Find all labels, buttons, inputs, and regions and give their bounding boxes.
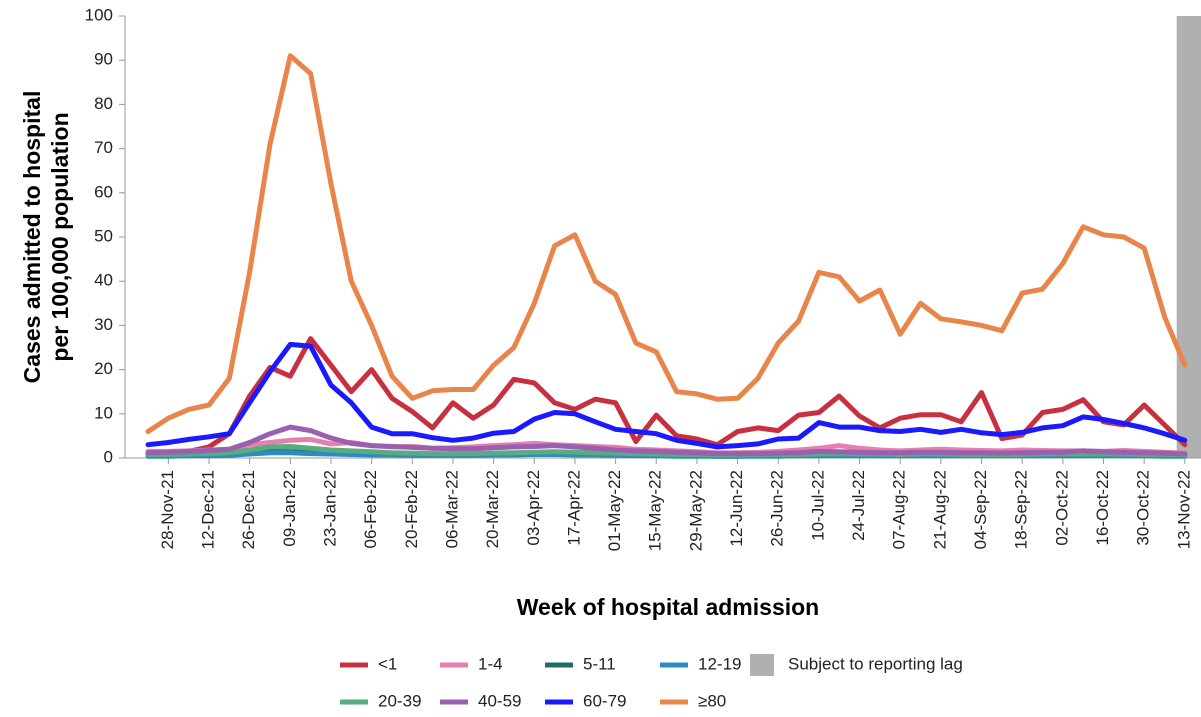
legend-label: 1-4	[478, 654, 503, 673]
legend-label: Subject to reporting lag	[788, 654, 963, 673]
x-tick-label: 04-Sep-22	[971, 470, 990, 549]
x-tick-label: 15-May-22	[646, 470, 665, 551]
x-tick-label: 09-Jan-22	[280, 470, 299, 547]
legend-label: <1	[378, 654, 397, 673]
legend-label: 5-11	[583, 654, 616, 673]
x-tick-label: 24-Jul-22	[849, 470, 868, 541]
series-line	[145, 341, 1188, 450]
x-tick-label: 06-Mar-22	[442, 470, 461, 548]
x-tick-label: 16-Oct-22	[1093, 470, 1112, 546]
x-tick-label: 18-Sep-22	[1012, 470, 1031, 549]
y-tick-label: 40	[94, 271, 113, 290]
y-tick-label: 20	[94, 359, 113, 378]
y-axis-title: per 100,000 population	[47, 112, 73, 361]
x-tick-label: 26-Jun-22	[768, 470, 787, 547]
series-line	[145, 336, 1188, 457]
x-axis-title: Week of hospital admission	[517, 594, 819, 620]
y-tick-label: 50	[94, 226, 113, 245]
y-tick-label: 70	[94, 138, 113, 157]
y-tick-label: 80	[94, 94, 113, 113]
legend-label: 60-79	[583, 691, 626, 710]
x-tick-label: 06-Feb-22	[361, 470, 380, 548]
y-tick-label: 10	[94, 403, 113, 422]
y-tick-label: 0	[104, 447, 113, 466]
x-tick-label: 07-Aug-22	[890, 470, 909, 549]
reporting-lag-band	[1176, 16, 1201, 458]
x-tick-label: 20-Feb-22	[402, 470, 421, 548]
y-axis-title: Cases admitted to hospital	[19, 91, 45, 384]
x-tick-label: 13-Nov-22	[1174, 470, 1193, 549]
y-tick-label: 30	[94, 315, 113, 334]
x-tick-label: 20-Mar-22	[483, 470, 502, 548]
x-tick-label: 28-Nov-21	[158, 470, 177, 549]
x-tick-label: 17-Apr-22	[564, 470, 583, 546]
x-tick-label: 29-May-22	[686, 470, 705, 551]
x-tick-label: 01-May-22	[605, 470, 624, 551]
series-line	[145, 424, 1188, 457]
legend-label: 40-59	[478, 691, 521, 710]
y-tick-label: 90	[94, 50, 113, 69]
x-tick-label: 10-Jul-22	[808, 470, 827, 541]
x-tick-label: 12-Jun-22	[727, 470, 746, 547]
series-line	[145, 53, 1188, 434]
x-tick-label: 03-Apr-22	[524, 470, 543, 546]
x-tick-label: 23-Jan-22	[320, 470, 339, 547]
legend-label: 20-39	[378, 691, 421, 710]
x-tick-label: 02-Oct-22	[1052, 470, 1071, 546]
y-tick-label: 100	[85, 5, 113, 24]
x-tick-label: 21-Aug-22	[930, 470, 949, 549]
y-tick-label: 60	[94, 182, 113, 201]
legend-swatch	[750, 654, 774, 676]
legend-label: 12-19	[698, 654, 741, 673]
x-tick-label: 26-Dec-21	[239, 470, 258, 549]
x-tick-label: 30-Oct-22	[1134, 470, 1153, 546]
x-tick-label: 12-Dec-21	[198, 470, 217, 549]
legend-label: ≥80	[698, 691, 726, 710]
